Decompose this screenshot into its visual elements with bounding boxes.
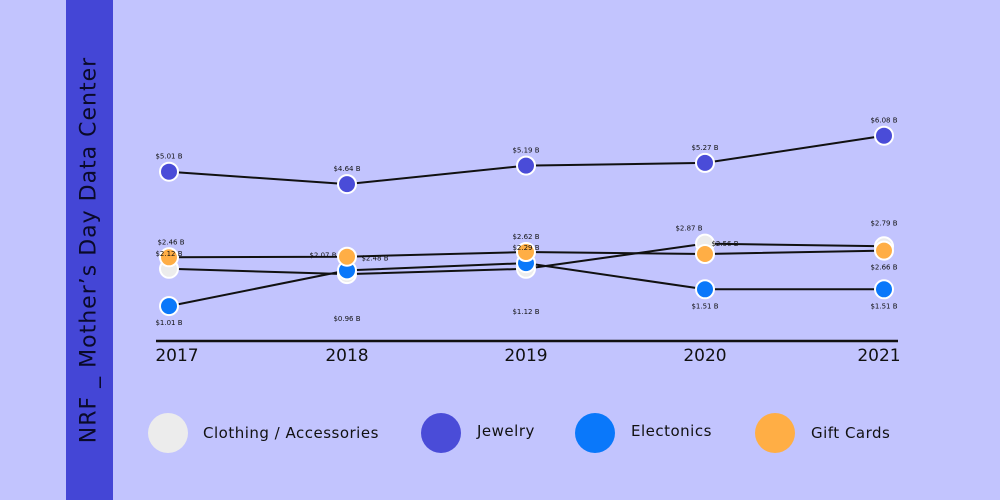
x-tick-label-2017: 2017 [155, 346, 198, 366]
data-label-gift-cards-2021: $2.66 B [870, 264, 897, 272]
annotation-label-2: $1.12 B [512, 308, 539, 316]
point-gift-cards-2017[interactable] [159, 247, 179, 268]
data-label-jewelry-2021: $6.08 B [870, 117, 897, 125]
series-points [159, 125, 894, 317]
point-jewelry-2020[interactable] [695, 152, 715, 173]
point-gift-cards-2021[interactable] [874, 240, 894, 261]
legend-swatch-gift-cards [755, 413, 795, 453]
data-labels: $2.12 B $2.87 B $2.79 B $5.01 B $4.64 B $5.19… [155, 117, 897, 327]
data-label-jewelry-2019: $5.19 B [512, 147, 539, 155]
x-tick-label-2018: 2018 [325, 346, 368, 366]
data-label-jewelry-2018: $4.64 B [333, 165, 360, 173]
x-tick-labels: 2017 2018 2019 2020 2021 [155, 346, 900, 366]
legend: Clothing / Accessories Jewelry Electonic… [148, 412, 908, 454]
data-label-jewelry-2020: $5.27 B [691, 144, 718, 152]
data-label-electonics-2021: $1.51 B [870, 302, 897, 310]
legend-label-electronics: Electonics [631, 422, 712, 440]
point-jewelry-2017[interactable] [159, 161, 179, 182]
annotation-label-1: $0.96 B [333, 315, 360, 323]
data-label-clothing-accessories-2017: $2.12 B [155, 250, 182, 258]
point-jewelry-2018[interactable] [337, 174, 357, 195]
point-electonics-2020[interactable] [695, 279, 715, 300]
side-band [66, 0, 113, 500]
legend-label-gift-cards: Gift Cards [811, 424, 891, 442]
data-label-electonics-2018: $2.07 B [309, 251, 336, 259]
data-label-gift-cards-2019: $2.62 B [512, 233, 539, 241]
x-tick-label-2019: 2019 [504, 346, 547, 366]
legend-label-clothing: Clothing / Accessories [203, 424, 379, 442]
data-label-gift-cards-2018: $2.48 B [361, 255, 388, 263]
point-electonics-2017[interactable] [159, 296, 179, 317]
legend-swatch-clothing [148, 413, 188, 453]
x-tick-label-2020: 2020 [683, 346, 726, 366]
point-jewelry-2021[interactable] [874, 125, 894, 146]
data-label-clothing-accessories-2021: $2.79 B [870, 219, 897, 227]
legend-label-jewelry: Jewelry [477, 422, 535, 440]
legend-swatch-electronics [575, 413, 615, 453]
data-label-electonics-2017: $1.01 B [155, 319, 182, 327]
data-label-electonics-2020: $1.51 B [691, 302, 718, 310]
point-gift-cards-2018[interactable] [337, 246, 357, 267]
data-label-clothing-accessories-2020: $2.87 B [675, 225, 702, 233]
data-label-gift-cards-2017: $2.46 B [157, 238, 184, 246]
legend-swatch-jewelry [421, 413, 461, 453]
data-label-gift-cards-2020: $2.56 B [711, 240, 738, 248]
point-gift-cards-2019[interactable] [516, 242, 536, 262]
line-chart: $2.12 B $2.87 B $2.79 B $5.01 B $4.64 B $5.19… [155, 117, 900, 366]
data-label-electonics-2019: $2.29 B [512, 244, 539, 252]
data-label-jewelry-2017: $5.01 B [155, 153, 182, 161]
point-gift-cards-2020[interactable] [695, 244, 715, 264]
point-electonics-2021[interactable] [874, 279, 894, 300]
x-tick-label-2021: 2021 [857, 346, 900, 366]
point-jewelry-2019[interactable] [516, 155, 536, 176]
